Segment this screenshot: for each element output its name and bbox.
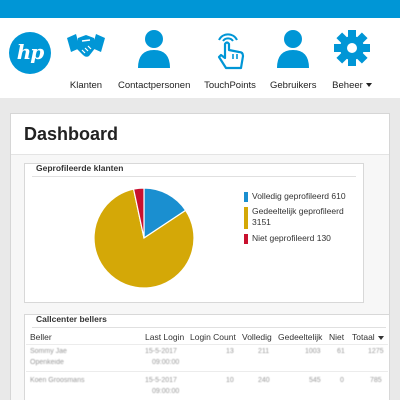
legend-swatch-full	[244, 192, 248, 202]
cell-beller: Koen Groosmans	[30, 377, 85, 384]
col-header-volledig[interactable]: Volledig	[242, 332, 272, 342]
cell-gedeeltelijk: 545	[309, 377, 321, 384]
nav-item-beheer[interactable]: Beheer	[330, 28, 374, 96]
panel-divider	[11, 154, 389, 155]
cell-niet: 61	[337, 348, 345, 355]
pie-slice-full[interactable]	[143, 187, 187, 240]
main-navigation: hp Klanten Contactpersonen TouchPoints	[0, 18, 400, 98]
row-divider	[26, 371, 388, 372]
person-icon	[138, 30, 170, 68]
nav-label-beheer: Beheer	[330, 80, 374, 91]
cell-beller: Sommy Jae	[30, 348, 67, 355]
col-header-totaal[interactable]: Totaal	[352, 332, 384, 342]
nav-item-touchpoints[interactable]: TouchPoints	[200, 28, 260, 96]
legend-label-none: Niet geprofileerd 130	[252, 233, 331, 243]
nav-label-klanten: Klanten	[69, 80, 103, 91]
sort-desc-icon	[377, 335, 384, 340]
cell-login-count: 13	[226, 348, 234, 355]
header-divider	[26, 344, 388, 345]
cell-niet: 0	[340, 377, 344, 384]
handshake-icon	[67, 34, 105, 57]
cell-volledig: 211	[258, 348, 270, 355]
nav-item-klanten[interactable]: Klanten	[63, 28, 109, 96]
cell-gedeeltelijk: 1003	[305, 348, 321, 355]
col-header-last-login[interactable]: Last Login	[145, 332, 185, 342]
nav-label-gebruikers: Gebruikers	[270, 80, 317, 91]
col-header-niet[interactable]: Niet	[329, 332, 345, 342]
cell-last-login: 15-5-2017	[145, 377, 177, 384]
col-header-beller[interactable]: Beller	[30, 332, 52, 342]
chevron-down-icon	[365, 83, 372, 88]
pie-slice-partial[interactable]	[93, 188, 195, 289]
hp-logo[interactable]: hp	[9, 32, 51, 74]
cell-totaal: 1275	[368, 348, 384, 355]
profiled-card-title: Geprofileerde klanten	[36, 163, 124, 173]
callcenter-card-title: Callcenter bellers	[36, 314, 107, 324]
cell-last-login: 15-5-2017	[145, 348, 177, 355]
cell-login-count: 10	[226, 377, 234, 384]
legend-label-full: Volledig geprofileerd 610	[252, 191, 346, 201]
legend-swatch-none	[244, 234, 248, 244]
card-title-divider	[32, 176, 356, 177]
col-header-gedeeltelijk[interactable]: Gedeeltelijk	[278, 332, 323, 342]
nav-label-contactpersonen: Contactpersonen	[118, 80, 191, 91]
pie-slice-none[interactable]	[132, 187, 145, 239]
cell-last-login-time: 09:00:00	[152, 388, 180, 395]
legend-label-partial: Gedeeltelijk geprofileerd 3151	[252, 206, 344, 227]
col-header-login-count[interactable]: Login Count	[190, 332, 236, 342]
profiled-pie-chart	[93, 187, 195, 289]
cell-volledig: 240	[258, 377, 270, 384]
nav-item-gebruikers[interactable]: Gebruikers	[270, 28, 316, 96]
logo-text: hp	[16, 40, 45, 64]
legend-swatch-partial	[244, 207, 248, 229]
top-brand-bar	[0, 0, 400, 18]
card-title-divider	[32, 327, 386, 328]
cell-totaal: 785	[370, 377, 382, 384]
nav-label-touchpoints: TouchPoints	[204, 80, 256, 91]
cell-beller-sub: Openkeide	[30, 359, 64, 366]
callcenter-card	[24, 314, 390, 400]
page-title: Dashboard	[24, 124, 119, 144]
person-icon	[277, 30, 309, 68]
cell-last-login-time: 09:00:00	[152, 359, 180, 366]
touch-icon	[217, 33, 245, 70]
nav-item-contactpersonen[interactable]: Contactpersonen	[118, 28, 190, 96]
gear-icon	[334, 30, 370, 66]
